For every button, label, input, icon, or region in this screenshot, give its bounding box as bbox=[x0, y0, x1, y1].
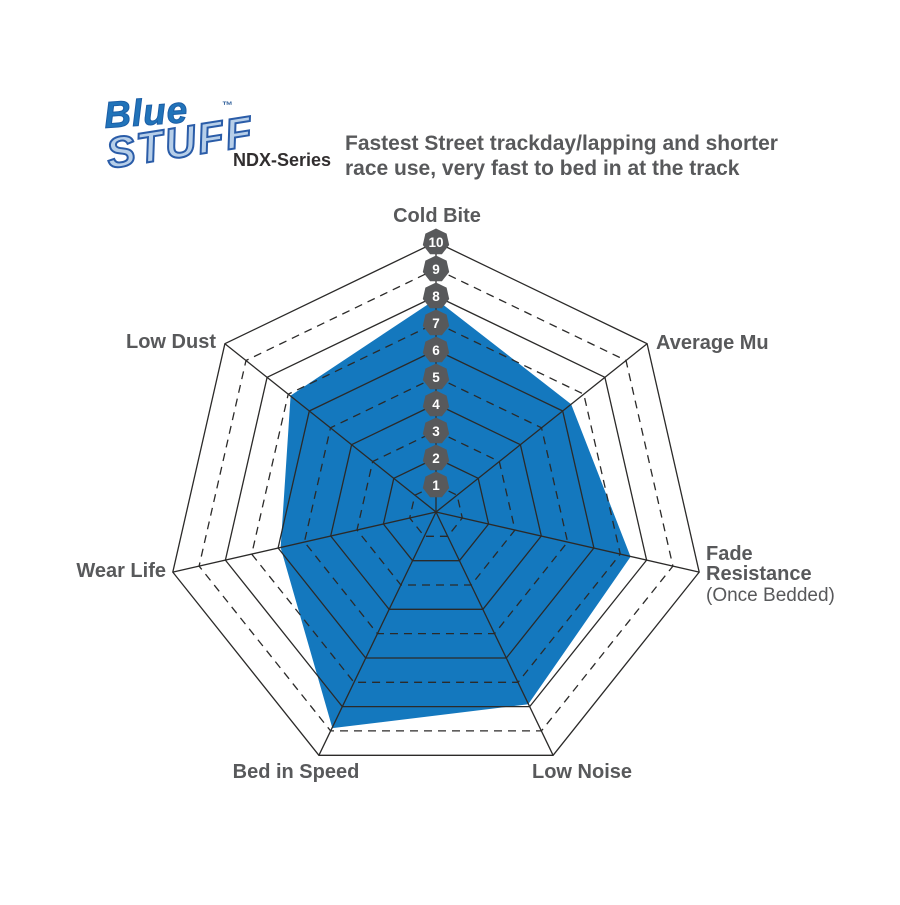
grid-rings bbox=[172, 241, 700, 756]
axis-label-1-line0: Average Mu bbox=[656, 332, 769, 354]
axis-line-6 bbox=[224, 343, 437, 513]
scale-badge-4 bbox=[422, 390, 450, 417]
scale-badge-5 bbox=[422, 363, 450, 390]
scale-badge-label-4: 4 bbox=[432, 397, 440, 412]
axis-line-1 bbox=[435, 343, 648, 513]
product-series-label: NDX-Series bbox=[233, 150, 332, 170]
scale-badge-1 bbox=[422, 471, 450, 498]
series-polygon bbox=[275, 292, 637, 734]
chart-description: Fastest Street trackday/lapping and shor… bbox=[345, 131, 778, 181]
scale-badge-label-1: 1 bbox=[432, 478, 440, 493]
scale-badge-9 bbox=[422, 255, 450, 282]
bluestuff-logo: Blue STUFF ™ bbox=[96, 89, 258, 192]
scale-badge-label-5: 5 bbox=[432, 370, 440, 385]
scale-badge-label-10: 10 bbox=[428, 235, 443, 250]
scale-badge-2 bbox=[422, 444, 450, 471]
axis-line-5 bbox=[172, 511, 437, 573]
axis-label-5-line0: Wear Life bbox=[76, 560, 166, 582]
scale-badge-3 bbox=[422, 417, 450, 444]
scale-badge-label-8: 8 bbox=[432, 289, 440, 304]
scale-badge-6 bbox=[422, 336, 450, 363]
scale-badge-8 bbox=[422, 282, 450, 309]
axis-label-3-line0: Low Noise bbox=[532, 761, 632, 783]
scale-badge-7 bbox=[422, 309, 450, 336]
axis-line-4 bbox=[318, 511, 437, 756]
axis-line-3 bbox=[435, 511, 554, 756]
grid-ring-6 bbox=[277, 349, 595, 659]
grid-ring-7 bbox=[250, 322, 622, 683]
axis-label-2-line0: Fade bbox=[706, 543, 753, 565]
axis-label-2-line1: Resistance bbox=[706, 563, 812, 585]
trademark-symbol: ™ bbox=[222, 100, 233, 112]
axis-label-0-line0: Cold Bite bbox=[393, 205, 481, 227]
scale-badge-label-6: 6 bbox=[432, 343, 440, 358]
grid-ring-4 bbox=[329, 403, 543, 610]
chart-description-line1: Fastest Street trackday/lapping and shor… bbox=[345, 132, 778, 155]
grid-ring-5 bbox=[303, 376, 569, 635]
axis-label-2-note: (Once Bedded) bbox=[706, 585, 835, 606]
chart-description-line2: race use, very fast to bed in at the tra… bbox=[345, 157, 740, 180]
axis-label-6-line0: Low Dust bbox=[126, 331, 216, 353]
scale-badge-label-3: 3 bbox=[432, 424, 440, 439]
scale-badge-label-7: 7 bbox=[432, 316, 440, 331]
axis-label-4-line0: Bed in Speed bbox=[233, 761, 360, 783]
grid-ring-3 bbox=[356, 430, 516, 586]
axis-line-2 bbox=[435, 511, 700, 573]
scale-badge-label-2: 2 bbox=[432, 451, 440, 466]
scale-badge-label-9: 9 bbox=[432, 262, 440, 277]
grid-ring-8 bbox=[224, 295, 648, 708]
grid-ring-10 bbox=[172, 241, 700, 756]
grid-ring-2 bbox=[382, 457, 490, 562]
scale-badges: 1 2 3 4 5 6 7 8 9 10 bbox=[422, 228, 450, 498]
scale-badge-10 bbox=[422, 228, 450, 255]
